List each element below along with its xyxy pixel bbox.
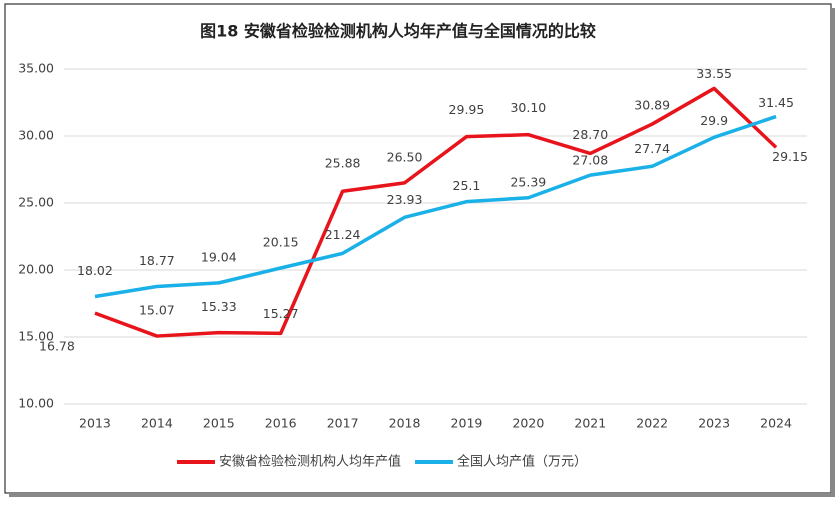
data-label: 23.93 bbox=[387, 192, 423, 207]
x-tick-label: 2018 bbox=[389, 416, 421, 431]
x-tick-label: 2023 bbox=[698, 416, 730, 431]
x-tick-label: 2024 bbox=[760, 416, 792, 431]
x-tick-label: 2017 bbox=[327, 416, 359, 431]
data-label: 31.45 bbox=[758, 95, 794, 110]
x-tick-label: 2020 bbox=[512, 416, 544, 431]
data-label: 30.10 bbox=[510, 100, 546, 115]
y-tick-label: 20.00 bbox=[18, 262, 54, 277]
x-tick-label: 2021 bbox=[574, 416, 606, 431]
data-label: 30.89 bbox=[634, 98, 670, 113]
data-label: 29.9 bbox=[700, 113, 728, 128]
legend-label: 全国人均产值（万元） bbox=[457, 454, 587, 470]
data-label: 33.55 bbox=[696, 66, 732, 81]
data-label: 29.95 bbox=[449, 102, 485, 117]
data-label: 15.33 bbox=[201, 299, 237, 314]
data-label: 19.04 bbox=[201, 249, 237, 264]
chart-title: 图18 安徽省检验检测机构人均年产值与全国情况的比较 bbox=[200, 22, 596, 41]
data-label: 27.08 bbox=[572, 153, 608, 168]
y-tick-label: 35.00 bbox=[18, 61, 54, 76]
data-label: 28.70 bbox=[572, 127, 608, 142]
data-label: 25.39 bbox=[510, 174, 546, 189]
x-tick-label: 2015 bbox=[203, 416, 235, 431]
data-label: 16.78 bbox=[39, 339, 75, 354]
series-line bbox=[94, 114, 777, 299]
data-label: 18.02 bbox=[77, 263, 113, 278]
x-tick-label: 2013 bbox=[79, 416, 111, 431]
data-label: 15.07 bbox=[139, 303, 175, 318]
data-label: 27.74 bbox=[634, 141, 670, 156]
frame-shadow bbox=[9, 493, 835, 497]
y-tick-label: 25.00 bbox=[18, 195, 54, 210]
data-label: 20.15 bbox=[263, 234, 299, 249]
frame-shadow bbox=[831, 8, 835, 497]
series-line bbox=[94, 86, 778, 338]
data-label: 18.77 bbox=[139, 253, 175, 268]
x-tick-label: 2019 bbox=[451, 416, 483, 431]
data-label: 25.1 bbox=[453, 178, 481, 193]
data-label: 25.88 bbox=[325, 156, 361, 171]
data-label: 15.27 bbox=[263, 306, 299, 321]
x-tick-label: 2016 bbox=[265, 416, 297, 431]
data-label: 21.24 bbox=[325, 227, 361, 242]
y-tick-label: 15.00 bbox=[18, 329, 54, 344]
x-tick-label: 2014 bbox=[141, 416, 173, 431]
y-tick-label: 30.00 bbox=[18, 128, 54, 143]
legend-label: 安徽省检验检测机构人均年产值 bbox=[219, 454, 401, 470]
frame bbox=[4, 3, 832, 494]
y-tick-label: 10.00 bbox=[18, 396, 54, 411]
x-tick-label: 2022 bbox=[636, 416, 668, 431]
data-label: 29.15 bbox=[772, 149, 808, 164]
data-label: 26.50 bbox=[387, 149, 423, 164]
